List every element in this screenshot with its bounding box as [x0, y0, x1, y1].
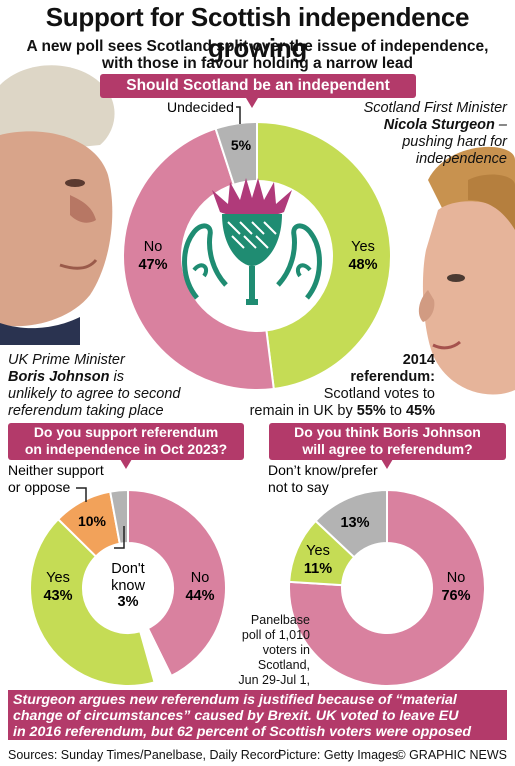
c3-dontknow-label-1: Don’t know/prefer	[268, 462, 378, 478]
q1-pointer	[246, 98, 258, 108]
footnote-line-2: change of circumstances” caused by Brexi…	[13, 708, 459, 724]
c3-no-label: No	[447, 570, 466, 586]
poll-line-1: Panelbase	[250, 613, 310, 627]
johnson-line-1: UK Prime Minister	[8, 352, 125, 368]
johnson-line-3: unlikely to agree to second	[8, 386, 181, 402]
chart1-slice-yes	[256, 120, 392, 391]
johnson-line-4: referendum taking place	[8, 403, 164, 419]
q2-line-2: on independence in Oct 2023?	[24, 441, 228, 457]
picture-credit: Picture: Getty Images	[278, 748, 399, 762]
sources: Sources: Sunday Times/Panelbase, Daily R…	[8, 748, 282, 762]
c1-undecided-label: Undecided	[167, 99, 234, 115]
subtitle-line-2: with those in favour holding a narrow le…	[102, 55, 413, 72]
chart3-slice-no	[288, 488, 486, 687]
chart2-slice-no	[127, 488, 227, 678]
c2-no-label: No	[191, 570, 210, 586]
page-title: Support for Scottish independence growin…	[45, 2, 470, 63]
footnote-line-3: in 2016 referendum, but 62 percent of Sc…	[13, 724, 472, 740]
q3-line-1: Do you think Boris Johnson	[294, 424, 481, 440]
johnson-name: Boris Johnson	[8, 369, 110, 385]
chart2-hole	[84, 544, 172, 632]
ref2014-line-3: Scotland votes to	[323, 386, 435, 402]
ref2014-to: to	[385, 403, 406, 419]
sturgeon-name: Nicola Sturgeon	[383, 117, 495, 133]
c3-yes-value: 11%	[304, 561, 332, 577]
ref2014-line-2: referendum:	[350, 369, 435, 385]
sturgeon-line-1: Scotland First Minister	[363, 100, 507, 116]
referendum-2014-note: 2014 referendum: Scotland votes to	[324, 352, 435, 403]
c2-dontknow-value: 3%	[118, 594, 139, 610]
subtitle-line-1: A new poll sees Scotland split over the …	[26, 38, 489, 55]
c1-undecided-value: 5%	[231, 137, 252, 153]
c2-neither-value: 10%	[78, 513, 107, 529]
copyright: © GRAPHIC NEWS	[396, 748, 507, 762]
poll-line-2: poll of 1,010	[241, 628, 310, 642]
ref2014-pct1: 55%	[356, 403, 386, 419]
c3-yes-label: Yes	[306, 543, 330, 559]
thistle-icon	[182, 178, 322, 305]
q3-line-2: will agree to referendum?	[302, 441, 473, 457]
c1-no-value: 47%	[138, 257, 167, 273]
chart3-slice-don-t-know-prefer-not-to-say	[314, 488, 388, 559]
chart3-hole	[343, 544, 431, 632]
q2-line-1: Do you support referendum	[33, 424, 219, 440]
question-johnson-agree: Do you think Boris Johnson will agree to…	[269, 423, 506, 460]
c3-no-value: 76%	[441, 588, 470, 604]
sturgeon-photo	[408, 140, 515, 405]
c3-dontknow-value: 13%	[340, 515, 369, 531]
c1-no-label: No	[144, 239, 163, 255]
chart2-slice-yes	[29, 517, 156, 687]
q3-pointer	[381, 459, 393, 469]
sturgeon-caption: Scotland First Minister Nicola Sturgeon …	[364, 100, 507, 168]
c2-dontknow-label-2: know	[111, 578, 145, 594]
c1-undecided-leader	[236, 106, 241, 124]
donut-referendum-2023	[29, 488, 227, 687]
johnson-line-2: Boris Johnson is	[8, 369, 181, 386]
footnote-box: Sturgeon argues new referendum is justif…	[8, 690, 507, 740]
chart1-slice-no	[122, 127, 275, 391]
c1-yes-label: Yes	[351, 239, 375, 255]
c2-yes-value: 43%	[43, 588, 72, 604]
q2-pointer	[120, 459, 132, 469]
johnson-photo	[0, 55, 120, 345]
sturgeon-line-3: pushing hard for	[402, 134, 507, 150]
sturgeon-dash: –	[494, 117, 507, 133]
ref2014-line-4: remain in UK by 55% to 45%	[250, 403, 435, 420]
c3-dontknow-label-2: not to say	[268, 479, 329, 495]
c2-neither-leader	[76, 487, 87, 502]
chart1-slice-undecided	[214, 120, 258, 186]
c2-dontknow-leader	[114, 526, 125, 549]
c2-yes-label: Yes	[46, 570, 70, 586]
page-subtitle: A new poll sees Scotland split over the …	[0, 38, 515, 72]
question-independence: Should Scotland be an independent countr…	[100, 74, 416, 118]
c2-neither-label-2: or oppose	[8, 479, 70, 495]
c2-neither-label-1: Neither support	[8, 462, 104, 478]
sturgeon-line-4: independence	[415, 151, 507, 167]
footnote-line-1: Sturgeon argues new referendum is justif…	[13, 692, 457, 708]
question-referendum-2023: Do you support referendum on independenc…	[8, 423, 244, 460]
ref2014-line-1: 2014	[402, 352, 435, 368]
poll-line-3: voters in Scotland,	[257, 643, 310, 672]
johnson-is: is	[109, 369, 125, 385]
donut-johnson-agree	[288, 488, 486, 687]
sturgeon-line-2: Nicola Sturgeon –	[364, 117, 507, 134]
ref2014-line4a: remain in UK by	[249, 403, 357, 419]
c2-no-value: 44%	[185, 588, 214, 604]
c1-yes-value: 48%	[348, 257, 377, 273]
c2-dontknow-label-1: Don't	[111, 561, 144, 577]
ref2014-pct2: 45%	[405, 403, 435, 419]
johnson-caption: UK Prime Minister Boris Johnson is unlik…	[8, 352, 181, 420]
